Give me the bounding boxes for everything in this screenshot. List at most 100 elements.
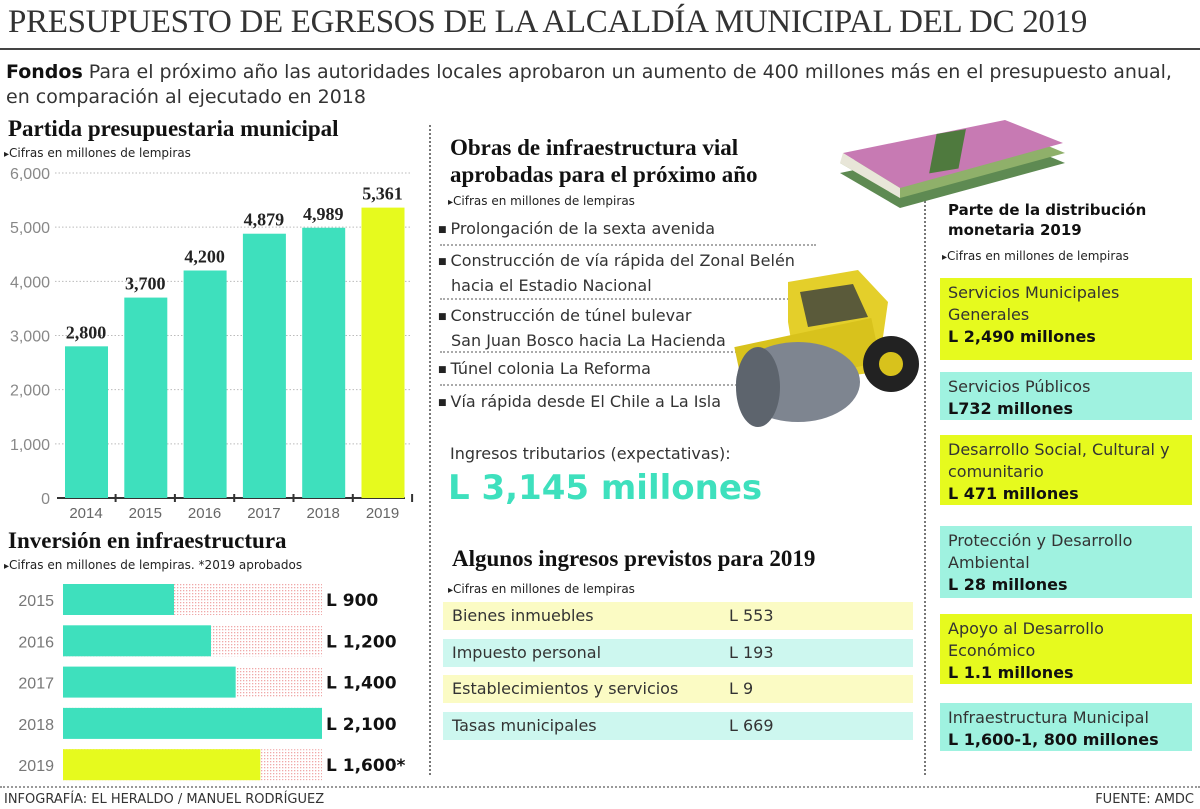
bar-2018 (302, 227, 346, 498)
distribucion-title: Parte de la distribución monetaria 2019 (948, 200, 1146, 240)
obra-item-line: Construcción de vía rápida del Zonal Bel… (450, 251, 795, 270)
distribucion-name: Servicios Municipales Generales (948, 283, 1120, 324)
x-tick-label: 2019 (366, 505, 399, 522)
x-tick-label: 2017 (247, 505, 280, 522)
ingresos-subtitle: Cifras en millones de lempiras (448, 582, 635, 596)
intro-text: Fondos Para el próximo año las autoridad… (6, 60, 1196, 110)
obra-separator (440, 298, 816, 300)
bar-value-label: 5,361 (362, 184, 403, 204)
ingreso-value: L 193 (729, 642, 774, 662)
x-tick-label: 2016 (188, 505, 221, 522)
distribucion-value: L 28 millones (948, 575, 1068, 594)
budget-bar-chart: 0 1,000 2,000 3,000 4,000 5,000 6,000 2,800 2014… (10, 166, 414, 522)
ingreso-name: Tasas municipales (452, 715, 597, 735)
intro-body: Para el próximo año las autoridades loca… (6, 61, 1172, 108)
y-tick-label: 0 (41, 491, 50, 508)
ingreso-row: Bienes inmuebles L 553 (443, 602, 913, 630)
y-tick-label: 2019 (18, 758, 54, 775)
distribucion-name: Infraestructura Municipal (948, 708, 1149, 727)
bar-value-label: L 1,400 (326, 674, 397, 694)
divider (924, 190, 926, 775)
y-tick-label: 2,000 (10, 383, 50, 400)
obra-item: Prolongación de la sexta avenida (438, 217, 818, 242)
chart2-subtitle: Cifras en millones de lempiras. *2019 ap… (4, 558, 302, 572)
ingreso-value: L 553 (729, 606, 774, 625)
x-tick-label: 2015 (129, 505, 162, 522)
obra-separator (440, 244, 816, 246)
y-tick-label: 2018 (18, 717, 54, 734)
bar-2017 (63, 666, 236, 698)
chart1-subtitle: Cifras en millones de lempiras (4, 146, 191, 160)
obra-item: Vía rápida desde El Chile a La Isla (438, 390, 818, 415)
bar-2016 (63, 625, 211, 657)
tributarios-value: L 3,145 millones (448, 468, 763, 508)
y-tick-label: 2015 (18, 593, 54, 610)
tributarios-label: Ingresos tributarios (expectativas): (450, 444, 731, 463)
obra-item: Construcción de túnel bulevar San Juan Bo… (438, 304, 818, 352)
chart1-title: Partida presupuestaria municipal (8, 116, 339, 141)
bar-2019 (63, 749, 261, 781)
ingreso-value: L 669 (729, 715, 774, 735)
ingreso-name: Establecimientos y servicios (452, 679, 679, 698)
divider (429, 125, 431, 775)
bar-value-label: 4,879 (244, 210, 285, 230)
page-title: PRESUPUESTO DE EGRESOS DE LA ALCALDÍA MU… (8, 4, 1088, 40)
title-rule (0, 48, 1200, 50)
bar-2014 (65, 346, 108, 498)
obra-item-line: hacia el Estadio Nacional (451, 276, 652, 295)
bar-value-label: L 900 (326, 591, 378, 611)
distribucion-title-line: Parte de la distribución (948, 201, 1147, 219)
y-tick-label: 3,000 (10, 329, 50, 346)
distribucion-name: Protección y Desarrollo Ambiental (948, 531, 1133, 572)
distribucion-value: L 471 millones (948, 484, 1079, 503)
obras-title-line: Obras de infraestructura vial (450, 135, 739, 160)
distribucion-name: Servicios Públicos (948, 377, 1091, 396)
bar-2019 (361, 207, 405, 499)
bar-2015 (63, 584, 174, 615)
distribucion-item: Infraestructura Municipal L 1,600-1, 800 … (940, 703, 1192, 751)
ingresos-title: Algunos ingresos previstos para 2019 (452, 546, 816, 571)
ingreso-row: Tasas municipales L 669 (443, 711, 913, 740)
ingreso-row: Establecimientos y servicios L 9 (443, 675, 913, 703)
obra-item: Túnel colonia La Reforma (438, 357, 818, 382)
bar-value-label: L 1,600* (326, 756, 406, 776)
y-tick-label: 1,000 (10, 437, 50, 454)
y-tick-label: 5,000 (10, 220, 50, 237)
bar-2016 (183, 270, 227, 498)
distribucion-value: L 1.1 millones (948, 663, 1074, 682)
road-roller-illustration (734, 270, 919, 427)
ingreso-value: L 9 (729, 679, 754, 698)
bar-value-label: 2,800 (66, 322, 107, 342)
obras-title: Obras de infraestructura vial aprobadas p… (450, 134, 758, 188)
obra-item: Construcción de vía rápida del Zonal Bel… (438, 249, 818, 297)
distribucion-item: Apoyo al Desarrollo Económico L 1.1 millo… (940, 614, 1192, 684)
bar-2018 (63, 707, 322, 739)
source: FUENTE: AMDC (1095, 792, 1194, 807)
y-tick-label: 4,000 (10, 274, 50, 291)
distribucion-title-line: monetaria 2019 (948, 221, 1082, 239)
obras-subtitle: Cifras en millones de lempiras (448, 194, 635, 208)
money-stack-illustration (840, 120, 1065, 208)
ingreso-name: Impuesto personal (452, 642, 602, 662)
bar-value-label: 4,200 (184, 247, 225, 267)
bar-value-label: 4,989 (303, 204, 344, 224)
y-tick-label: 6,000 (10, 166, 50, 183)
obra-item-line: San Juan Bosco hacia La Hacienda (451, 331, 726, 350)
distribucion-item: Servicios Municipales Generales L 2,490 m… (940, 278, 1192, 360)
obra-item-line: Vía rápida desde El Chile a La Isla (450, 392, 722, 411)
obra-item-line: Túnel colonia La Reforma (450, 359, 651, 378)
credit: INFOGRAFÍA: EL HERALDO / MANUEL RODRÍGUE… (4, 792, 325, 807)
distribucion-item: Servicios Públicos L732 millones (940, 372, 1192, 420)
distribucion-value: L732 millones (948, 399, 1074, 418)
y-tick-label: 2016 (18, 634, 54, 651)
distribucion-item: Desarrollo Social, Cultural y comunitari… (940, 435, 1192, 505)
chart2-title: Inversión en infraestructura (8, 528, 287, 553)
obra-item-line: Construcción de túnel bulevar (450, 306, 692, 325)
obra-separator (440, 351, 816, 353)
bar-value-label: 3,700 (125, 274, 166, 294)
ingreso-name: Bienes inmuebles (452, 606, 594, 625)
distribucion-value: L 1,600-1, 800 millones (948, 730, 1159, 749)
distribucion-name: Apoyo al Desarrollo Económico (948, 619, 1104, 660)
distribucion-subtitle: Cifras en millones de lempiras (942, 249, 1129, 263)
distribucion-name: Desarrollo Social, Cultural y comunitari… (948, 440, 1170, 481)
